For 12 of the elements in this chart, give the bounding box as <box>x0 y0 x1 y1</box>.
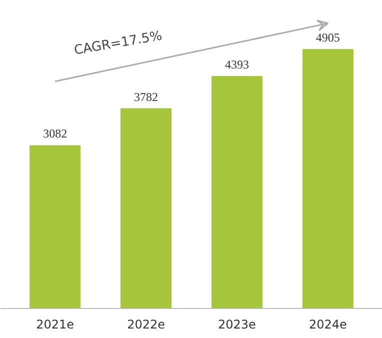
data-label: 3082 <box>43 126 68 141</box>
x-tick-label: 2022e <box>127 318 165 332</box>
bar <box>120 108 172 308</box>
x-tick-label: 2023e <box>218 318 256 332</box>
data-label: 4393 <box>224 57 249 72</box>
bar <box>30 145 81 308</box>
bar <box>211 76 262 308</box>
data-label: 3782 <box>134 90 158 104</box>
data-label: 4905 <box>316 30 340 44</box>
x-tick-label: 2024e <box>308 318 347 332</box>
bar <box>302 48 354 308</box>
x-tick-label: 2021e <box>36 318 74 332</box>
